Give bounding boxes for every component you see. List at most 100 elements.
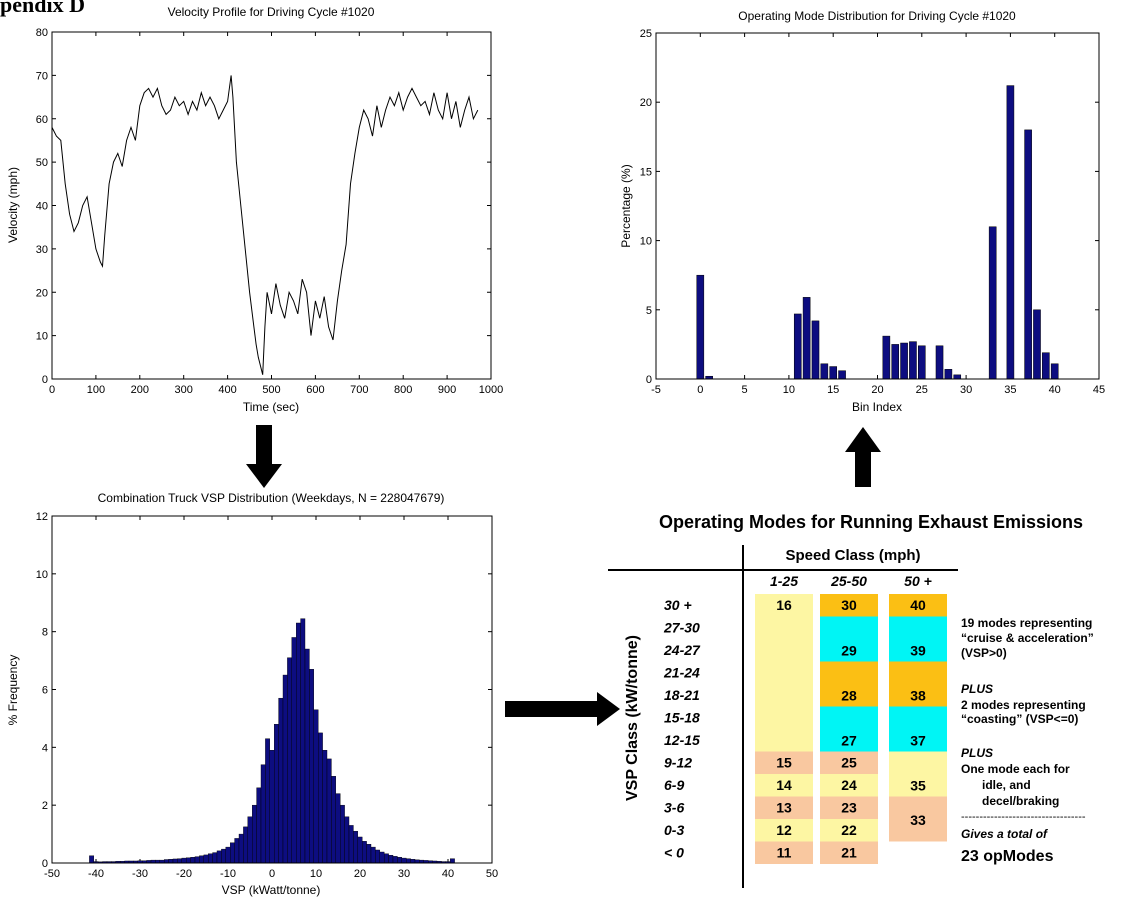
note-line-5: “coasting” (VSP<=0)	[961, 712, 1078, 726]
note-line-7: idle, and	[982, 778, 1031, 792]
note-plus-1: PLUS	[961, 682, 993, 696]
note-plus-2: PLUS	[961, 746, 993, 760]
opmodes-notes: 19 modes representing “cruise & accelera…	[961, 616, 1094, 865]
opmode-chart-xlabel: Bin Index	[852, 400, 902, 414]
vsp-bar	[234, 838, 240, 864]
vsp-bar	[300, 618, 306, 864]
opmode-bar	[811, 320, 820, 380]
note-line-10: 23 opModes	[961, 848, 1054, 865]
speed-class-label: Speed Class (mph)	[785, 547, 920, 564]
velocity-ytick-label: 60	[36, 114, 48, 126]
vsp-ytick-label: 4	[42, 742, 48, 754]
vsp-bar	[322, 750, 328, 864]
vsp-bar	[410, 859, 416, 864]
opmode-cell-label: 35	[910, 778, 926, 794]
opmode-xtick-label: -5	[651, 384, 661, 396]
opmode-cell	[755, 751, 813, 774]
opmode-cell-label: 30	[841, 597, 857, 613]
vsp-class-labels: 30 + 27-30 24-27 21-24 18-21 15-18 12-15 9-12 6-…	[663, 597, 701, 861]
vsp-bar	[388, 854, 394, 864]
vsp-bar	[177, 858, 182, 864]
velocity-ytick-label: 20	[36, 287, 48, 299]
vsp-xtick-label: 0	[269, 868, 275, 880]
vsp-bar	[247, 816, 253, 864]
opmode-cell	[755, 819, 813, 842]
velocity-ytick-label: 10	[36, 331, 48, 343]
speed-class-header: 25-50	[830, 573, 867, 589]
opmodes-table-title: Operating Modes for Running Exhaust Emis…	[659, 512, 1083, 532]
vsp-bar	[265, 738, 270, 864]
note-line-8: decel/braking	[982, 794, 1059, 808]
velocity-xtick-label: 500	[262, 384, 280, 396]
vsp-chart: Combination Truck VSP Distribution (Week…	[6, 491, 498, 897]
opmode-cell	[889, 616, 947, 662]
opmode-cells: 16 15 14 13 12 11 30 29 28 27 25 24 23 22 21 40 39 38 37 35…	[755, 594, 947, 864]
opmode-cell-label: 14	[776, 777, 792, 793]
velocity-xtick-label: 100	[87, 384, 105, 396]
vsp-bar	[362, 841, 367, 864]
vsp-bar	[318, 732, 323, 864]
vsp-chart-ylabel: % Frequency	[6, 655, 20, 726]
opmode-cell-label: 39	[910, 643, 926, 659]
velocity-xtick-label: 400	[218, 384, 236, 396]
vsp-bar	[269, 750, 275, 864]
vsp-bar	[379, 851, 385, 864]
opmode-bar	[1033, 309, 1041, 380]
opmode-bar	[918, 345, 926, 380]
speed-class-header: 50 +	[904, 573, 932, 589]
velocity-chart-frame	[51, 31, 492, 380]
velocity-xtick-label: 1000	[479, 384, 503, 396]
vsp-bar	[313, 709, 319, 864]
opmode-cell	[755, 774, 813, 797]
opmode-cell-label: 38	[910, 688, 926, 704]
opmode-cell	[820, 706, 878, 752]
vsp-bar	[190, 857, 196, 864]
velocity-xtick-label: 200	[131, 384, 149, 396]
opmode-bar	[838, 370, 846, 380]
opmode-bar	[1024, 129, 1032, 380]
vsp-bar	[357, 836, 363, 864]
vsp-bar	[256, 787, 262, 864]
opmode-cell	[889, 751, 947, 797]
vsp-bar	[203, 854, 209, 864]
opmode-ytick-label: 0	[646, 374, 652, 386]
velocity-ytick-label: 70	[36, 70, 48, 82]
velocity-series-line	[51, 75, 479, 375]
vsp-bar	[89, 855, 95, 864]
velocity-ytick-label: 80	[36, 27, 48, 39]
opmode-cell-label: 37	[910, 733, 926, 749]
vsp-bar	[212, 852, 218, 864]
vsp-bar	[229, 842, 235, 864]
velocity-xtick-label: 700	[350, 384, 368, 396]
opmode-cell	[889, 661, 947, 707]
opmode-bar	[793, 313, 802, 380]
vsp-class-label: 27-30	[663, 620, 700, 636]
vsp-class-label: 24-27	[663, 642, 701, 658]
note-line-1: 19 modes representing	[961, 616, 1092, 630]
opmode-xtick-label: 0	[697, 384, 703, 396]
vsp-bar	[287, 657, 292, 864]
vsp-ytick-label: 2	[42, 800, 48, 812]
vsp-class-label: 12-15	[664, 732, 700, 748]
vsp-chart-frame	[51, 515, 493, 864]
vsp-bar	[194, 856, 200, 864]
velocity-ytick-label: 0	[42, 374, 48, 386]
opmode-bar	[988, 226, 997, 380]
arrow-down-icon	[246, 425, 282, 488]
velocity-ytick-label: 50	[36, 157, 48, 169]
velocity-chart-xlabel: Time (sec)	[243, 400, 299, 414]
vsp-bars	[89, 618, 455, 864]
vsp-bar	[282, 674, 288, 864]
opmode-xtick-label: 40	[1049, 384, 1061, 396]
vsp-class-label: < 0	[664, 845, 684, 861]
opmode-cell	[820, 661, 878, 707]
vsp-xtick-label: -50	[44, 868, 60, 880]
vsp-class-label: 6-9	[664, 777, 684, 793]
vsp-bar	[335, 793, 341, 864]
note-line-3: (VSP>0)	[961, 646, 1007, 660]
speed-class-headers: 1-25 25-50 50 +	[770, 573, 932, 589]
opmode-bar	[944, 369, 953, 380]
vsp-bar	[168, 859, 174, 864]
opmode-cell-label: 24	[841, 777, 857, 793]
